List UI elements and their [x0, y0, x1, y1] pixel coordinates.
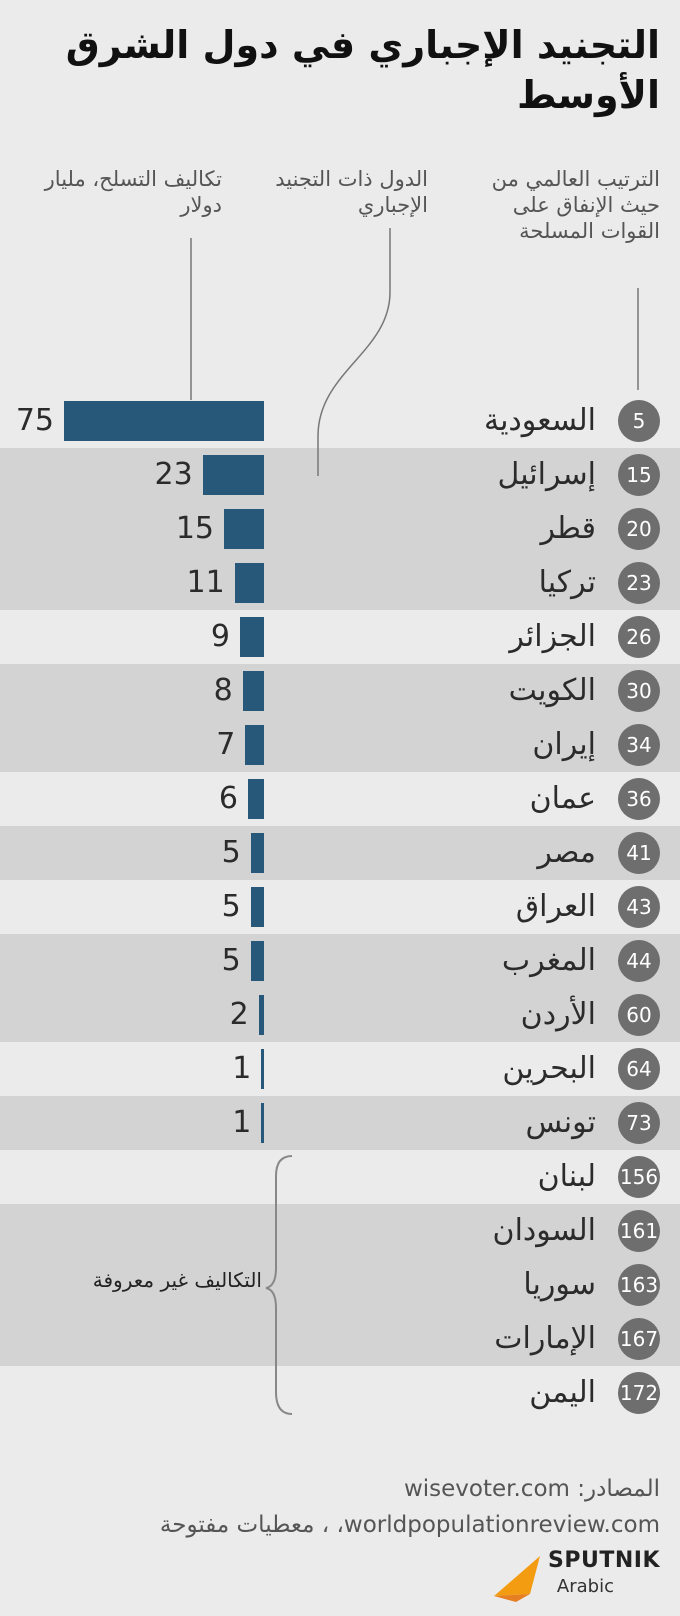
chart-row: 73 تونس 1 [0, 1096, 680, 1150]
chart-row: 163 سوريا [0, 1258, 680, 1312]
rank-badge: 5 [618, 400, 660, 442]
cost-value-label: 15 [175, 511, 214, 546]
cost-bar [224, 509, 264, 549]
unknown-costs-label: التكاليف غير معروفة [92, 1268, 262, 1292]
country-label: المغرب [501, 943, 596, 978]
cost-value-label: 9 [210, 619, 230, 654]
rank-badge: 15 [618, 454, 660, 496]
rank-badge: 43 [618, 886, 660, 928]
chart-row: 60 الأردن 2 [0, 988, 680, 1042]
rank-badge: 26 [618, 616, 660, 658]
country-label: تركيا [538, 565, 596, 600]
sputnik-logo-icon [494, 1556, 540, 1602]
cost-bar [258, 995, 264, 1035]
sputnik-logo-sub: Arabic [556, 1576, 614, 1597]
chart-title: التجنيد الإجباري في دول الشرق الأوسط [65, 23, 660, 117]
country-label: السعودية [483, 403, 596, 438]
cost-value-label: 6 [218, 781, 238, 816]
chart-row: 30 الكويت 8 [0, 664, 680, 718]
sources-line-2: worldpopulationreview.com، ، معطيات مفتو… [159, 1512, 660, 1538]
cost-value-label: 11 [186, 565, 225, 600]
rank-badge: 23 [618, 562, 660, 604]
chart-row: 20 قطر 15 [0, 502, 680, 556]
cost-bar [248, 779, 264, 819]
country-label: إسرائيل [497, 457, 596, 492]
cost-value-label: 23 [154, 457, 193, 492]
country-label: مصر [537, 835, 596, 870]
country-label: عمان [529, 781, 596, 816]
sputnik-logo-name: SPUTNIK [548, 1548, 660, 1573]
rank-badge: 172 [618, 1372, 660, 1414]
cost-bar [261, 1103, 264, 1143]
cost-value-label: 5 [221, 835, 241, 870]
cost-bar [202, 455, 264, 495]
rank-badge: 20 [618, 508, 660, 550]
chart-row: 44 المغرب 5 [0, 934, 680, 988]
chart-row: 161 السودان [0, 1204, 680, 1258]
rank-badge: 156 [618, 1156, 660, 1198]
cost-value-label: 1 [232, 1105, 252, 1140]
cost-value-label: 5 [221, 943, 241, 978]
country-label: العراق [515, 889, 596, 924]
sources-line-1: المصادر: wisevoter.com [403, 1476, 660, 1502]
rank-badge: 30 [618, 670, 660, 712]
country-label: اليمن [529, 1375, 596, 1410]
cost-bar [250, 887, 264, 927]
cost-column-header: تكاليف التسلح، مليار دولار [44, 167, 222, 217]
country-label: الإمارات [494, 1321, 596, 1356]
chart-row: 156 لبنان [0, 1150, 680, 1204]
cost-value-label: 7 [216, 727, 236, 762]
sputnik-logo: SPUTNIK Arabic [490, 1546, 660, 1606]
cost-value-label: 5 [221, 889, 241, 924]
cost-bar [240, 617, 264, 657]
country-label: سوريا [523, 1267, 596, 1302]
chart-row: 64 البحرين 1 [0, 1042, 680, 1096]
cost-bar [234, 563, 264, 603]
cost-bar [261, 1049, 264, 1089]
country-label: الأردن [520, 997, 596, 1032]
rank-badge: 36 [618, 778, 660, 820]
cost-bar [245, 725, 264, 765]
country-label: البحرين [502, 1051, 596, 1086]
chart-row: 41 مصر 5 [0, 826, 680, 880]
country-label: إيران [532, 727, 596, 762]
cost-value-label: 1 [232, 1051, 252, 1086]
country-label: لبنان [537, 1159, 596, 1194]
country-label: الجزائر [509, 619, 596, 654]
country-label: تونس [525, 1105, 596, 1140]
chart-row: 34 إيران 7 [0, 718, 680, 772]
rank-column-header: الترتيب العالمي من حيث الإنفاق على القوا… [491, 167, 660, 243]
rank-badge: 60 [618, 994, 660, 1036]
rank-badge: 41 [618, 832, 660, 874]
rank-badge: 34 [618, 724, 660, 766]
cost-value-label: 8 [213, 673, 233, 708]
chart-row: 23 تركيا 11 [0, 556, 680, 610]
chart-row: 26 الجزائر 9 [0, 610, 680, 664]
cost-bar [250, 941, 264, 981]
rank-badge: 64 [618, 1048, 660, 1090]
rank-badge: 73 [618, 1102, 660, 1144]
cost-bar [64, 401, 264, 441]
country-label: الكويت [508, 673, 596, 708]
country-label: السودان [492, 1213, 596, 1248]
rank-badge: 163 [618, 1264, 660, 1306]
rank-badge: 44 [618, 940, 660, 982]
cost-bar [242, 671, 264, 711]
chart-row: 43 العراق 5 [0, 880, 680, 934]
chart-row: 5 السعودية 75 [0, 394, 680, 448]
country-column-header: الدول ذات التجنيد الإجباري [275, 167, 428, 217]
cost-value-label: 2 [229, 997, 249, 1032]
rank-badge: 167 [618, 1318, 660, 1360]
cost-value-label: 75 [15, 403, 54, 438]
rank-badge: 161 [618, 1210, 660, 1252]
cost-bar [250, 833, 264, 873]
country-label: قطر [540, 511, 596, 546]
chart-row: 36 عمان 6 [0, 772, 680, 826]
chart-row: 167 الإمارات [0, 1312, 680, 1366]
chart-row: 172 اليمن [0, 1366, 680, 1420]
chart-row: 15 إسرائيل 23 [0, 448, 680, 502]
